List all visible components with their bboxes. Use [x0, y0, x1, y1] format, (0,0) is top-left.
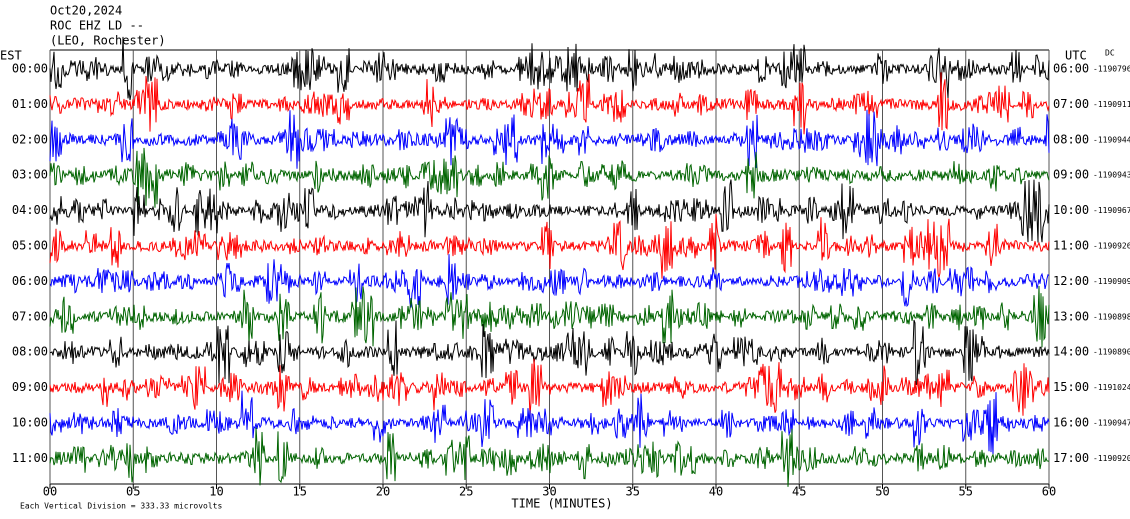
left-time-label: 03:00 — [12, 168, 48, 182]
x-tick-label: 40 — [709, 485, 723, 499]
trace — [49, 147, 1050, 208]
right-time-label: 09:00 — [1053, 168, 1089, 182]
x-tick-label: 50 — [875, 485, 889, 499]
dc-value: -1190943 — [1093, 171, 1130, 180]
left-time-label: 07:00 — [12, 309, 48, 323]
station-code: ROC EHZ LD -- — [50, 19, 144, 33]
left-time-label: 11:00 — [12, 451, 48, 465]
x-tick-label: 60 — [1042, 485, 1056, 499]
footnote: Each Vertical Division = 333.33 microvol… — [20, 502, 222, 511]
x-tick-label: 45 — [792, 485, 806, 499]
dc-value: -1190967 — [1093, 206, 1130, 215]
trace — [49, 285, 1050, 348]
right-time-label: 08:00 — [1053, 132, 1089, 146]
x-axis-label: TIME (MINUTES) — [511, 497, 612, 511]
left-axis-label: EST — [0, 49, 22, 63]
left-time-label: 04:00 — [12, 203, 48, 217]
left-time-label: 08:00 — [12, 345, 48, 359]
left-time-label: 01:00 — [12, 97, 48, 111]
dc-value: -1190926 — [1093, 242, 1130, 251]
x-tick-label: 20 — [376, 485, 390, 499]
x-tick-label: 55 — [959, 485, 973, 499]
dc-value: -1191024 — [1093, 383, 1130, 392]
dc-value: -1190796 — [1093, 65, 1130, 74]
trace — [49, 390, 1050, 456]
left-time-label: 06:00 — [12, 274, 48, 288]
left-time-label: 10:00 — [12, 416, 48, 430]
dc-value: -1190911 — [1093, 100, 1130, 109]
left-time-label: 09:00 — [12, 380, 48, 394]
right-axis-label: UTC — [1065, 49, 1087, 63]
x-tick-label: 15 — [293, 485, 307, 499]
trace — [49, 358, 1050, 417]
right-time-label: 14:00 — [1053, 345, 1089, 359]
trace — [49, 179, 1050, 243]
dc-value: -1190944 — [1093, 135, 1130, 144]
x-tick-label: 25 — [459, 485, 473, 499]
right-time-label: 11:00 — [1053, 239, 1089, 253]
right-time-label: 17:00 — [1053, 451, 1089, 465]
x-tick-label: 30 — [542, 485, 556, 499]
right-time-label: 13:00 — [1053, 309, 1089, 323]
trace — [49, 72, 1050, 135]
x-tick-label: 35 — [626, 485, 640, 499]
dc-value: -1190947 — [1093, 419, 1130, 428]
trace — [49, 319, 1050, 386]
x-tick-label: 10 — [209, 485, 223, 499]
dc-value: -1190920 — [1093, 454, 1130, 463]
trace — [49, 427, 1050, 487]
dc-value: -1190890 — [1093, 348, 1130, 357]
left-time-label: 00:00 — [12, 62, 48, 76]
right-time-label: 06:00 — [1053, 62, 1089, 76]
right-time-label: 07:00 — [1053, 97, 1089, 111]
right-time-label: 16:00 — [1053, 416, 1089, 430]
left-time-label: 02:00 — [12, 132, 48, 146]
right-time-label: 15:00 — [1053, 380, 1089, 394]
right-time-label: 10:00 — [1053, 203, 1089, 217]
chart-title: Oct20,2024 — [50, 4, 122, 18]
dc-value: -1190898 — [1093, 312, 1130, 321]
trace — [49, 213, 1050, 279]
x-tick-label: 00 — [43, 485, 57, 499]
dc-label: DC — [1105, 49, 1115, 58]
left-time-label: 05:00 — [12, 239, 48, 253]
dc-value: -1190909 — [1093, 277, 1130, 286]
trace — [49, 254, 1050, 308]
trace — [49, 36, 1050, 101]
right-time-label: 12:00 — [1053, 274, 1089, 288]
x-tick-label: 05 — [126, 485, 140, 499]
station-name: (LEO, Rochester) — [50, 34, 166, 48]
trace — [49, 109, 1050, 169]
